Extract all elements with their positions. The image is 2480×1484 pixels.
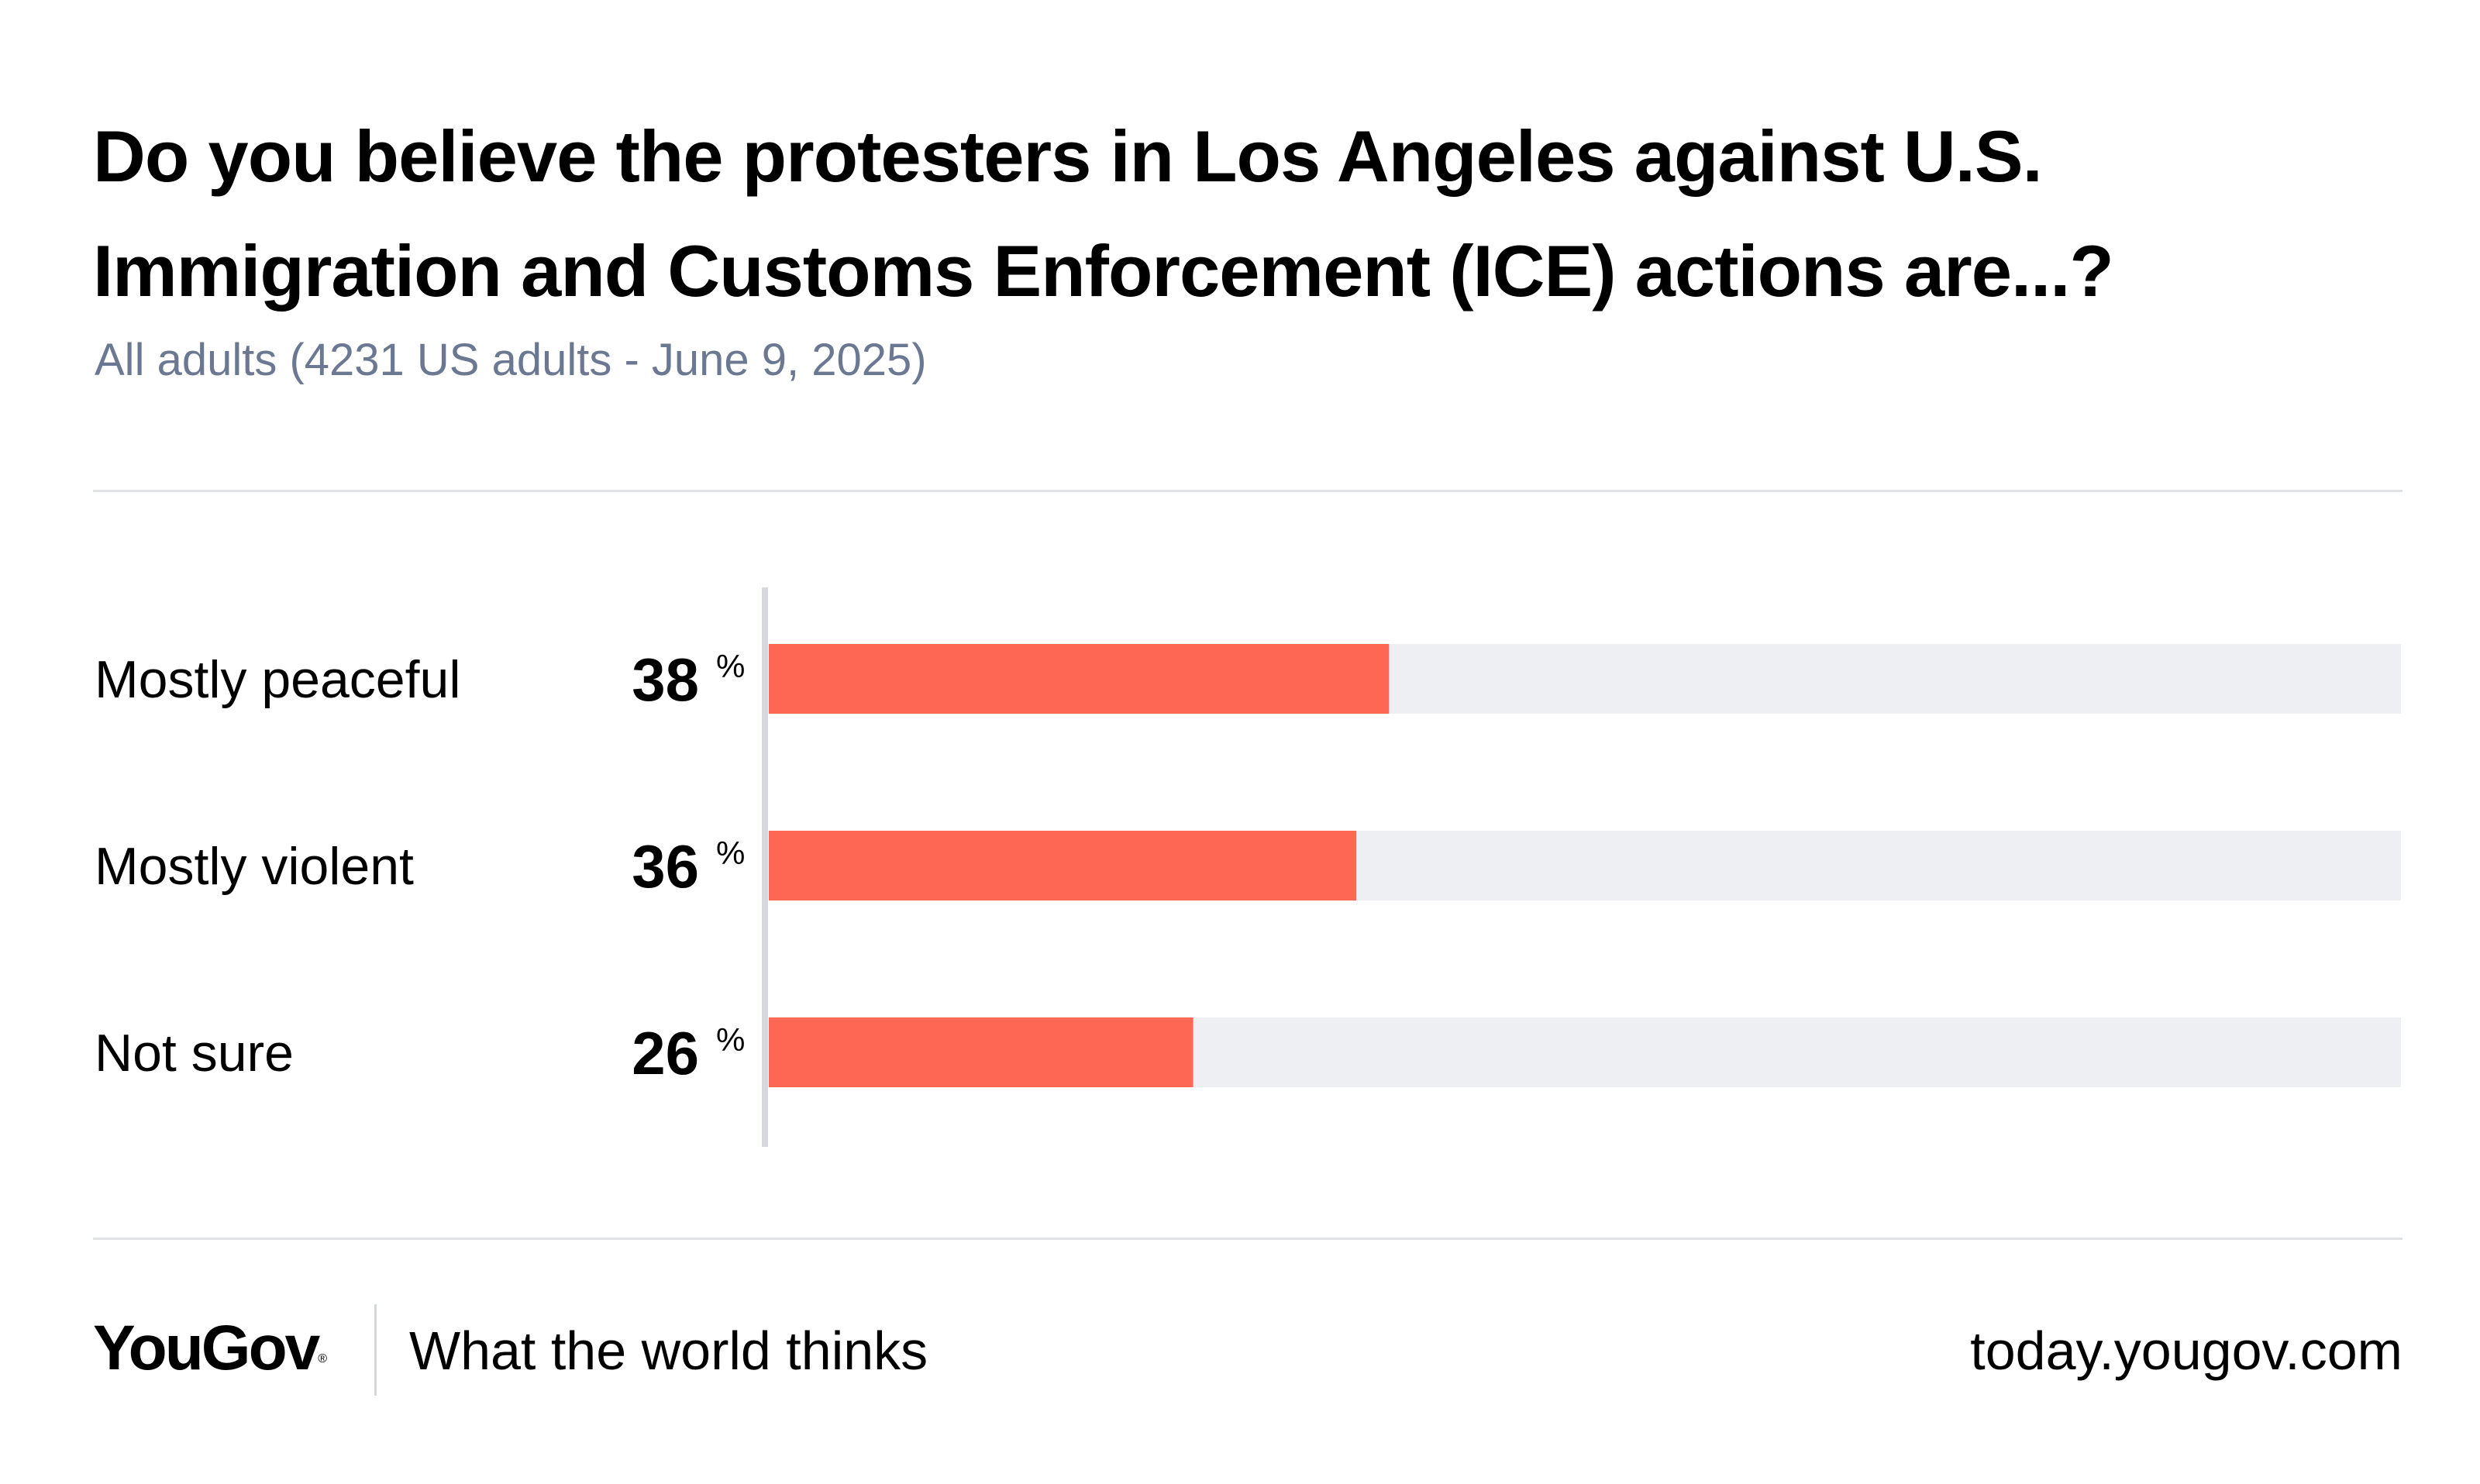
percent-sign: % [716, 835, 745, 871]
category-label: Mostly peaceful [95, 650, 460, 709]
registered-mark: ® [318, 1352, 328, 1365]
top-divider [93, 490, 2402, 492]
axis-line [762, 587, 768, 1147]
bar [769, 1017, 1194, 1087]
logo-text: YouGov [93, 1313, 320, 1383]
category-label: Mostly violent [95, 837, 414, 896]
percent-sign: % [716, 648, 745, 684]
percent-sign: % [716, 1021, 745, 1058]
bottom-divider [93, 1238, 2402, 1240]
footer-tagline: What the world thinks [409, 1320, 928, 1381]
category-label: Not sure [95, 1024, 294, 1083]
yougov-logo: YouGov® [93, 1310, 327, 1387]
bar [769, 831, 1357, 900]
footer-divider [374, 1304, 377, 1396]
value-label: 38 [632, 646, 699, 714]
chart-subtitle: All adults (4231 US adults - June 9, 202… [95, 335, 927, 385]
footer-url: today.yougov.com [1970, 1320, 2402, 1381]
value-label: 36 [632, 832, 699, 900]
value-label: 26 [632, 1019, 699, 1087]
chart-title: Do you believe the protesters in Los Ang… [93, 115, 2114, 312]
bar [769, 644, 1390, 714]
